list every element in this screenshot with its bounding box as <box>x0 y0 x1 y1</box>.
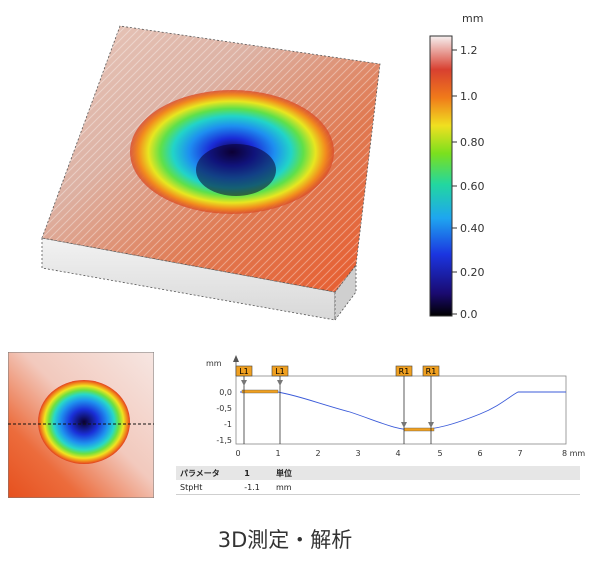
svg-text:R1: R1 <box>399 367 410 376</box>
profile-x-tick: 7 <box>517 449 522 458</box>
profile-y-unit: mm <box>206 359 222 368</box>
profile-x-unit: 8 mm <box>562 449 585 458</box>
table-row[interactable]: StpHt -1.1 mm <box>176 480 580 495</box>
block-side-left <box>41 237 336 321</box>
scale-gradient <box>429 35 453 317</box>
profile-y-tick: 0,0 <box>219 388 232 397</box>
3d-surface-view <box>41 25 381 322</box>
scale-tick-label: 0.0 <box>460 308 478 321</box>
header-parameter: パラメータ <box>180 468 220 478</box>
reference-segment-r1 <box>403 427 435 432</box>
cursor-marker-l1[interactable]: L1 <box>271 365 289 444</box>
cursor-marker-r1[interactable]: R1 <box>395 365 413 444</box>
param-name: StpHt <box>176 480 241 495</box>
svg-text:L1: L1 <box>239 367 249 376</box>
svg-text:L1: L1 <box>275 367 285 376</box>
profile-x-tick: 4 <box>395 449 400 458</box>
param-value: -1.1 <box>240 480 272 495</box>
scale-tick-label: 0.60 <box>460 180 485 193</box>
header-column-1: 1 <box>244 468 250 478</box>
scale-tick-label: 0.40 <box>460 222 485 235</box>
profile-chart: mm 0,0 -0,5 -1 -1,5 0 1 2 3 4 5 6 7 8 mm… <box>206 355 585 458</box>
scale-ticks <box>452 49 457 315</box>
svg-text:R1: R1 <box>426 367 437 376</box>
profile-x-tick: 5 <box>437 449 442 458</box>
cursor-marker-r1[interactable]: R1 <box>422 365 440 444</box>
parameter-table: パラメータ 1 単位 StpHt -1.1 mm <box>176 466 580 495</box>
profile-y-tick: -1,5 <box>216 436 232 445</box>
reference-segment-l1 <box>241 389 279 394</box>
profile-x-tick: 0 <box>235 449 240 458</box>
profile-plot-area <box>235 375 567 445</box>
caption: 3D測定・解析 <box>217 528 353 552</box>
profile-y-tick: -1 <box>224 420 232 429</box>
header-unit: 単位 <box>276 468 292 478</box>
crater-top-view <box>38 380 130 464</box>
color-scale-bar: mm 1.2 1.0 0.80 0.60 0.40 0.20 0.0 <box>429 12 485 321</box>
scale-tick-label: 1.0 <box>460 90 478 103</box>
cursor-marker-l1[interactable]: L1 <box>235 365 253 444</box>
scale-tick-label: 1.2 <box>460 44 478 57</box>
height-map-2d <box>8 352 154 498</box>
scale-unit: mm <box>462 12 483 25</box>
profile-x-tick: 2 <box>315 449 320 458</box>
param-unit: mm <box>272 480 580 495</box>
profile-y-tick: -0,5 <box>216 404 232 413</box>
scale-tick-label: 0.20 <box>460 266 485 279</box>
profile-x-tick: 1 <box>275 449 280 458</box>
scale-tick-label: 0.80 <box>460 136 485 149</box>
profile-x-tick: 3 <box>355 449 360 458</box>
parameter-table-header: パラメータ 1 単位 <box>176 466 580 480</box>
profile-x-tick: 6 <box>477 449 482 458</box>
